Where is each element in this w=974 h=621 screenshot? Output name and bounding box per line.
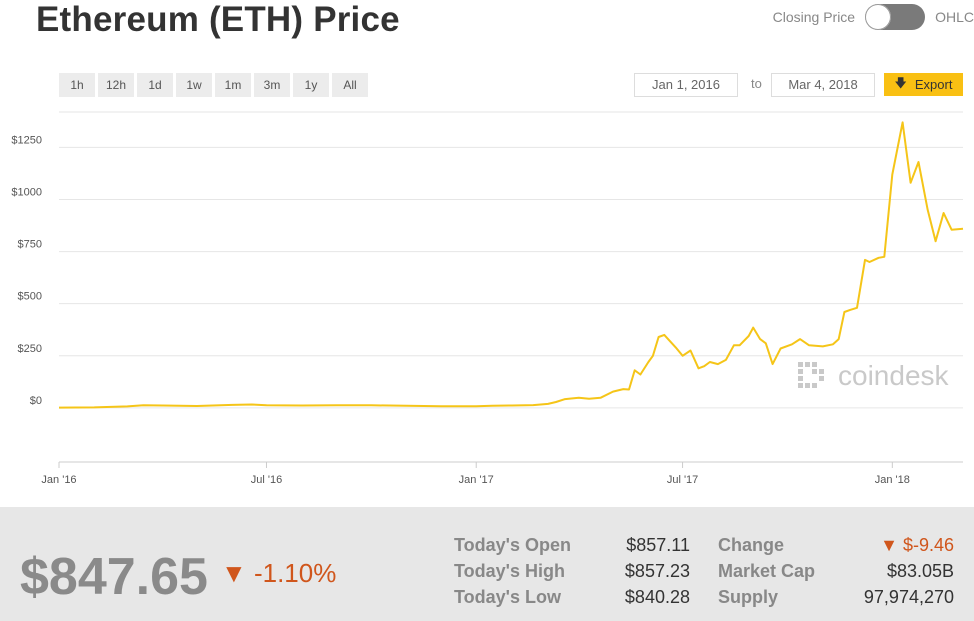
x-tick-label: Jul '16: [251, 474, 282, 486]
x-tick-label: Jan '16: [41, 474, 76, 486]
stat-value-market-cap: $83.05B: [886, 561, 954, 581]
price-mode-toggle-group: Closing Price OHLC: [773, 4, 974, 30]
y-tick-label: $500: [18, 291, 42, 303]
range-1w-button[interactable]: 1w: [176, 73, 212, 97]
toggle-knob[interactable]: [865, 4, 892, 30]
y-tick-label: $750: [18, 239, 42, 251]
date-to-input[interactable]: Mar 4, 2018: [771, 73, 875, 97]
export-button[interactable]: 🡇 Export: [884, 73, 963, 96]
y-axis-ticks: $0 $250 $500 $750 $1000 $1250: [11, 134, 42, 406]
watermark-text: coindesk: [838, 360, 950, 391]
x-axis-ticks: Jan '16 Jul '16 Jan '17 Jul '17 Jan '18: [41, 462, 910, 486]
price-chart: $0$250$500$750$1000$1250 Jan '16 Jul '16 J…: [11, 111, 964, 486]
stat-label-market-cap: Market Cap: [718, 561, 816, 581]
range-3m-button[interactable]: 3m: [254, 73, 290, 97]
current-price: $847.65: [20, 548, 208, 606]
stat-value-high: $857.23: [624, 561, 690, 581]
export-label: Export: [914, 77, 953, 92]
coindesk-logo-icon: [798, 362, 824, 388]
stat-value-low: $840.28: [624, 587, 690, 607]
date-from-input[interactable]: Jan 1, 2016: [634, 73, 738, 97]
y-tick-label: $1000: [11, 187, 42, 199]
stat-label-open: Today's Open: [454, 535, 571, 555]
ohlc-label: OHLC: [935, 9, 974, 25]
stat-label-supply: Supply: [718, 587, 779, 607]
range-buttons: 1h 12h 1d 1w 1m 3m 1y All: [59, 73, 371, 97]
range-1m-button[interactable]: 1m: [215, 73, 251, 97]
download-arrow-icon: 🡇: [894, 76, 907, 90]
coindesk-watermark: coindesk: [798, 360, 950, 391]
range-1y-button[interactable]: 1y: [293, 73, 329, 97]
chart-grid: [59, 111, 963, 463]
range-1d-button[interactable]: 1d: [137, 73, 173, 97]
x-tick-label: Jan '17: [459, 474, 494, 486]
closing-price-label: Closing Price: [772, 9, 856, 25]
y-tick-label: $250: [18, 343, 42, 355]
range-1h-button[interactable]: 1h: [59, 73, 95, 97]
y-tick-label: $0: [30, 395, 42, 407]
change-percent: ▼ -1.10%: [221, 558, 337, 588]
price-summary: $847.65 ▼ -1.10% Today's Open $857.11 To…: [0, 507, 974, 621]
series-line-eth-price: [58, 121, 964, 409]
page-title: Ethereum (ETH) Price: [36, 0, 400, 39]
x-tick-label: Jan '18: [875, 474, 910, 486]
price-mode-toggle[interactable]: [865, 4, 926, 30]
stat-label-high: Today's High: [454, 561, 565, 581]
range-12h-button[interactable]: 12h: [98, 73, 134, 97]
x-tick-label: Jul '17: [667, 474, 698, 486]
stat-label-low: Today's Low: [454, 587, 561, 607]
stat-value-change: ▼ $-9.46: [880, 535, 954, 555]
date-separator: to: [751, 76, 762, 91]
stat-value-supply: 97,974,270: [863, 587, 954, 607]
y-tick-label: $1250: [11, 134, 42, 146]
stat-value-open: $857.11: [626, 535, 690, 555]
range-all-button[interactable]: All: [332, 73, 368, 97]
stat-label-change: Change: [718, 535, 785, 555]
